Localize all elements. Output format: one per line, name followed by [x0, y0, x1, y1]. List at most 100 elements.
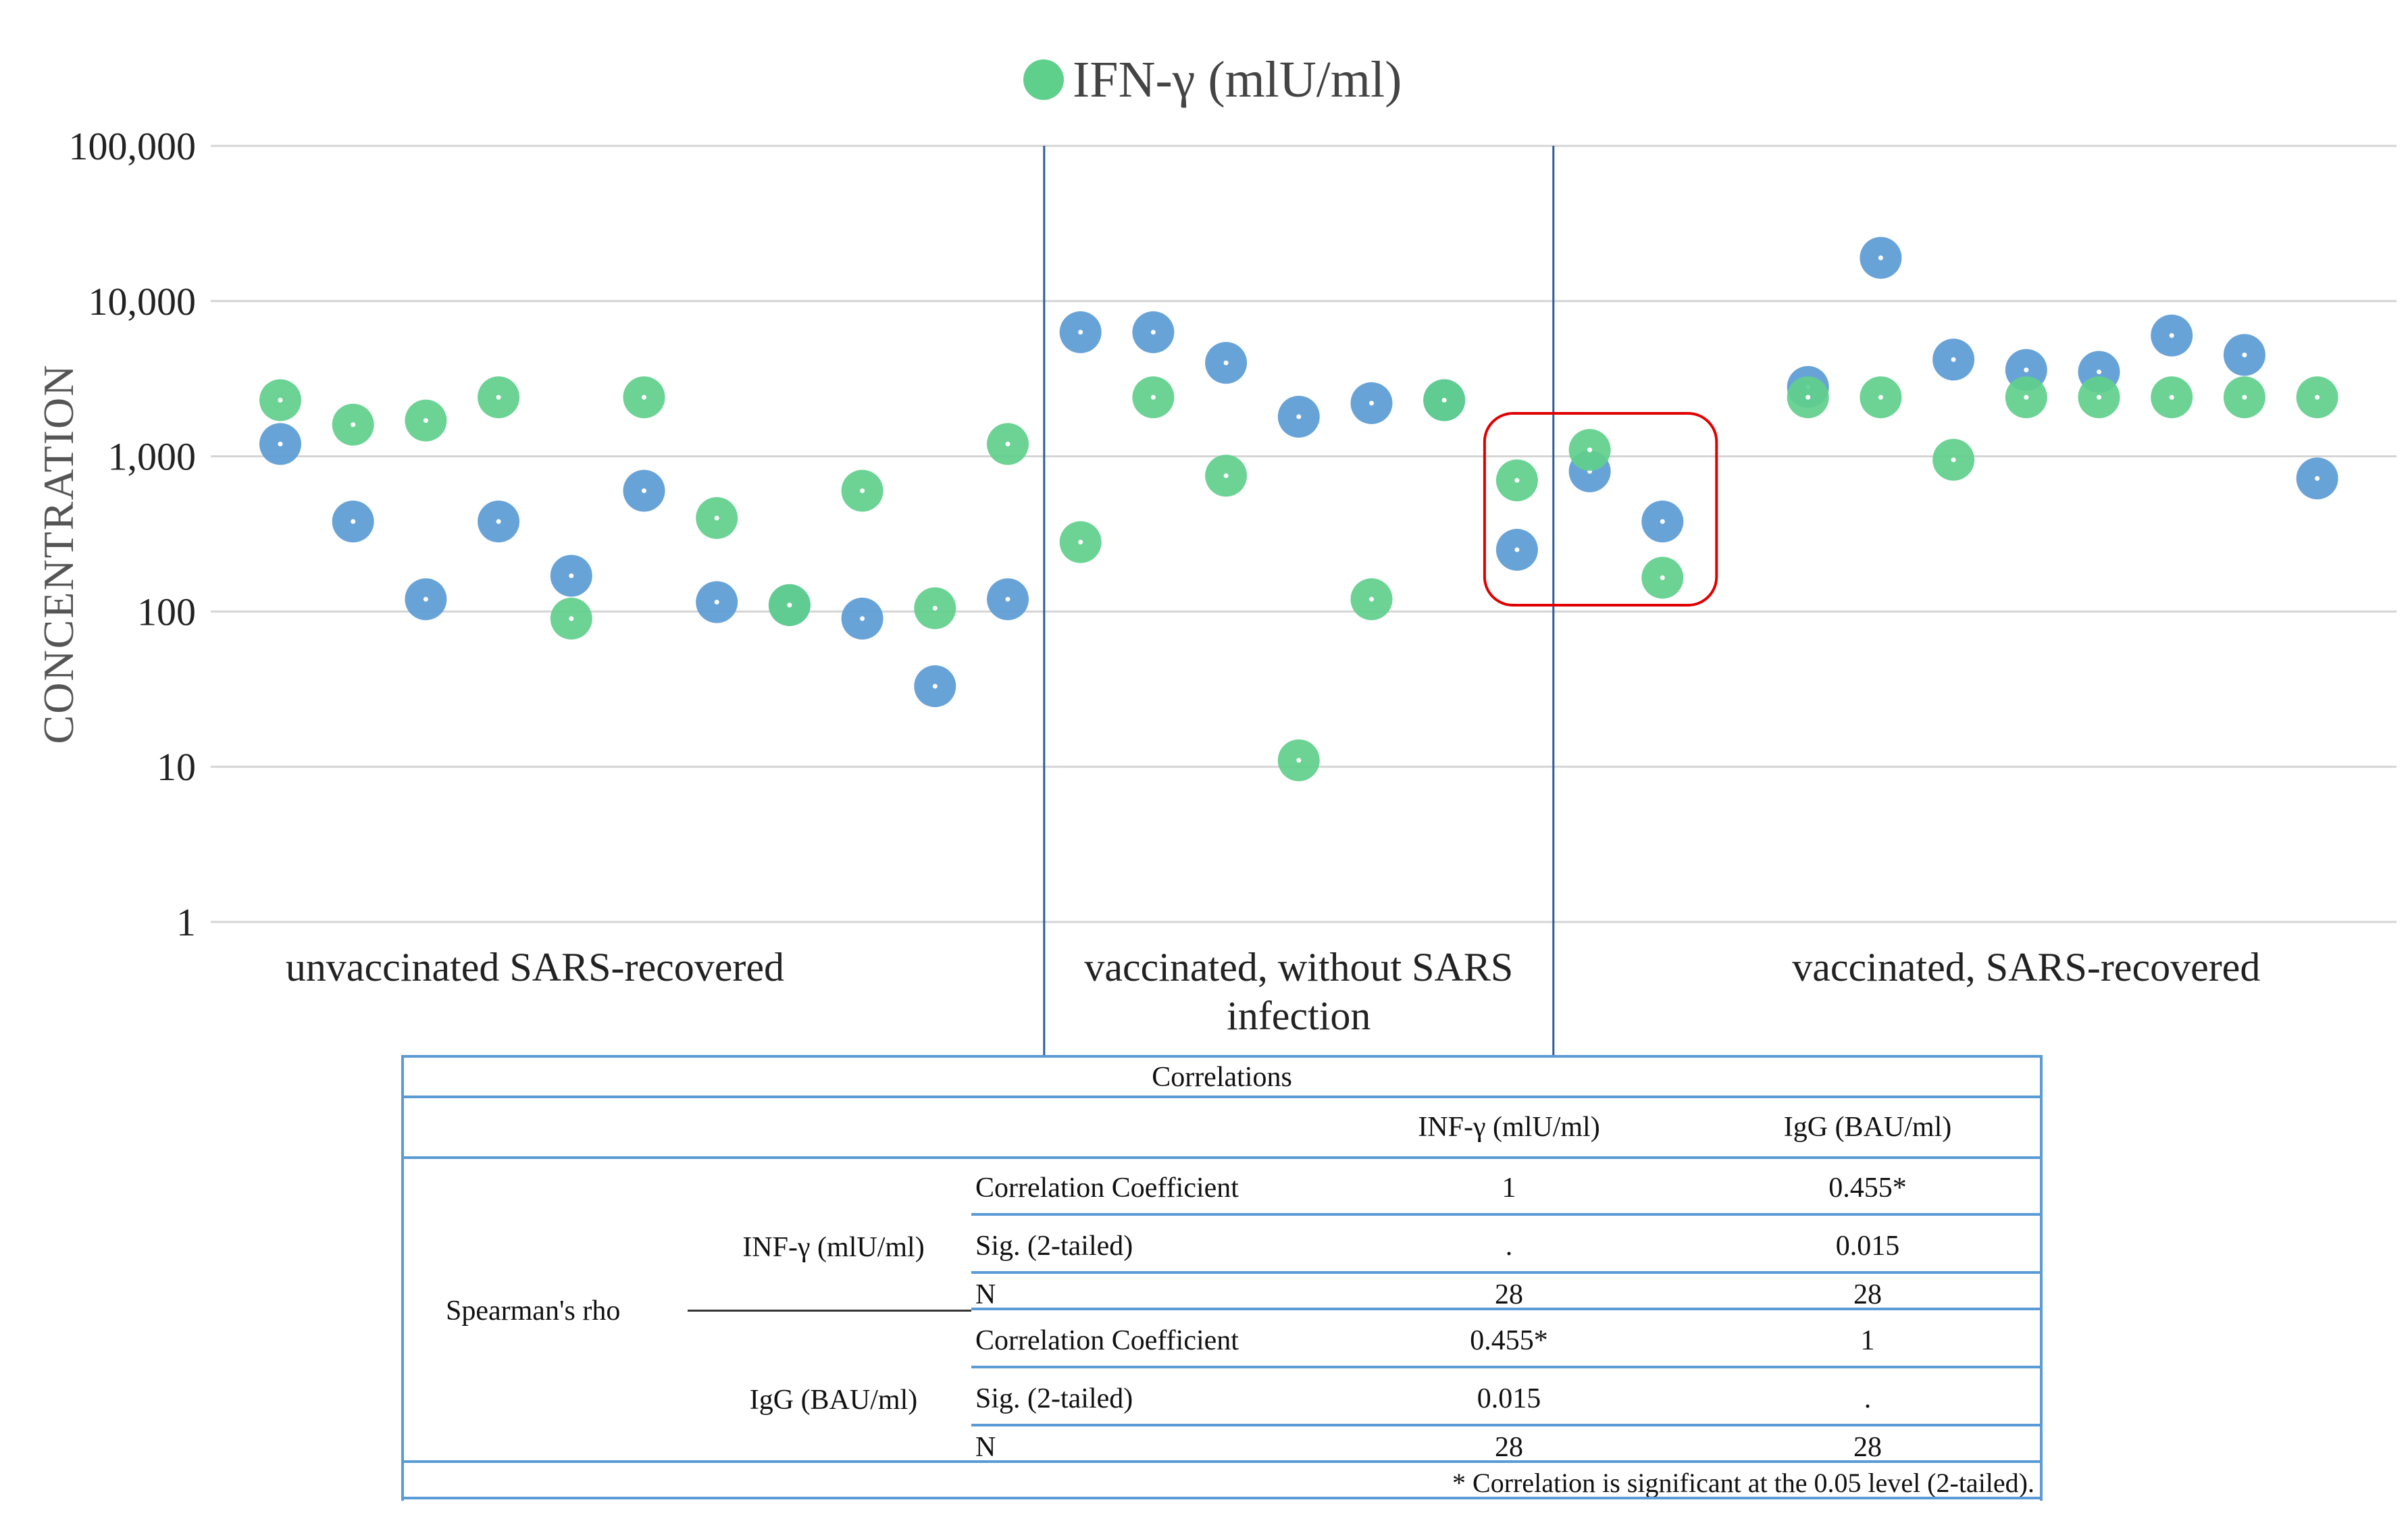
- data-point-green-center: [1805, 394, 1811, 400]
- highlight-box: [1483, 412, 1718, 607]
- data-point-blue-center: [569, 573, 574, 578]
- data-point-green-center: [1441, 397, 1447, 403]
- data-point-green-center: [1296, 758, 1302, 763]
- data-point-blue-center: [1660, 519, 1665, 524]
- data-point-green-center: [714, 515, 719, 521]
- table-cell: 0.015: [1835, 1231, 1900, 1262]
- data-point-blue-center: [2097, 369, 2101, 375]
- data-point-green-center: [1878, 394, 1883, 400]
- data-points: [259, 236, 2338, 781]
- legend-label: IFN-γ (mlU/ml): [1073, 51, 1402, 108]
- y-tick-label: 10,000: [88, 280, 197, 324]
- legend-marker: [1023, 59, 1064, 100]
- table-rule: [971, 1366, 2040, 1368]
- table-cell: 28: [1853, 1279, 1882, 1310]
- y-tick-label: 1,000: [108, 435, 197, 479]
- table-title: Correlations: [1152, 1062, 1292, 1093]
- data-point-blue-center: [1514, 547, 1520, 552]
- y-tick-label: 10: [157, 745, 196, 789]
- x-category-label: unvaccinated SARS-recovered: [286, 945, 784, 989]
- row-group-label: Spearman's rho: [446, 1295, 621, 1327]
- table-cell: 1: [1860, 1325, 1875, 1356]
- y-tick-label: 1: [176, 900, 196, 944]
- stat-label: Sig. (2-tailed): [975, 1231, 1133, 1262]
- table-rule: [971, 1424, 2040, 1426]
- gridlines: [211, 145, 2397, 923]
- data-point-green-center: [860, 488, 865, 494]
- table-cell: 28: [1853, 1432, 1882, 1463]
- data-point-green-center: [642, 394, 646, 400]
- data-point-blue-center: [1223, 360, 1229, 365]
- col-header-igg: IgG (BAU/ml): [1783, 1112, 1952, 1143]
- x-category-label: vaccinated, without SARS infection: [1084, 945, 1513, 1038]
- group-separators: [1043, 146, 1555, 1055]
- data-point-blue-center: [351, 519, 356, 524]
- data-point-green-center: [2169, 394, 2174, 400]
- data-point-green-center: [569, 616, 574, 621]
- data-point-blue-center: [860, 616, 865, 621]
- stat-label: Sig. (2-tailed): [975, 1383, 1133, 1414]
- data-point-blue-center: [1369, 401, 1374, 406]
- legend: IFN-γ (mlU/ml): [1023, 51, 1402, 108]
- stat-label: Correlation Coefficient: [975, 1325, 1239, 1356]
- data-point-blue-center: [2024, 367, 2029, 373]
- data-point-green-center: [1223, 473, 1229, 478]
- table-cell: .: [1864, 1383, 1872, 1414]
- data-point-blue-center: [1296, 414, 1302, 419]
- y-tick-label: 100: [137, 590, 196, 634]
- data-point-blue-center: [1878, 255, 1883, 261]
- stat-label: N: [975, 1279, 996, 1310]
- correlations-table: Correlations INF-γ (mlU/ml) IgG (BAU/ml)…: [401, 1055, 2043, 1501]
- data-point-blue-center: [423, 596, 428, 602]
- table-rule: [404, 1156, 2040, 1159]
- x-axis-categories: unvaccinated SARS-recovered vaccinated, w…: [286, 945, 2260, 1038]
- stat-label: Correlation Coefficient: [975, 1173, 1239, 1204]
- data-point-blue-center: [1150, 330, 1156, 335]
- data-point-blue-center: [932, 684, 938, 689]
- data-point-blue-center: [1078, 330, 1083, 335]
- data-point-green-center: [1951, 457, 1956, 463]
- data-point-blue-center: [2242, 352, 2247, 357]
- data-point-green-center: [2315, 394, 2320, 400]
- data-point-green-center: [423, 418, 428, 423]
- data-point-blue-center: [642, 488, 646, 494]
- scatter-chart: IFN-γ (mlU/ml) 1101001,00010,000100,000 …: [34, 51, 2397, 1055]
- data-point-green-center: [2242, 394, 2247, 400]
- table-rule: [404, 1096, 2040, 1098]
- table-rule: [404, 1055, 2040, 1058]
- table-rule: [404, 1460, 2040, 1463]
- table-cell: 1: [1502, 1173, 1516, 1204]
- data-point-green-center: [1587, 447, 1593, 453]
- table-cell: 0.455*: [1828, 1173, 1907, 1204]
- data-point-green-center: [2097, 394, 2101, 400]
- data-point-green-center: [932, 606, 938, 611]
- data-point-blue-center: [278, 441, 283, 446]
- data-point-blue-center: [1005, 596, 1010, 602]
- data-point-blue-center: [714, 599, 719, 604]
- data-point-blue-center: [1951, 357, 1956, 362]
- data-point-blue-center: [496, 519, 501, 524]
- col-header-ifn: INF-γ (mlU/ml): [1418, 1112, 1600, 1143]
- block-label: INF-γ (mlU/ml): [742, 1232, 925, 1263]
- data-point-green-center: [1660, 575, 1665, 580]
- data-point-green-center: [1150, 394, 1156, 400]
- table-rule: [971, 1271, 2040, 1274]
- data-point-green-center: [2024, 394, 2029, 400]
- table-rule: [404, 1497, 2040, 1499]
- table-rule: [971, 1213, 2040, 1216]
- block-label: IgG (BAU/ml): [749, 1385, 918, 1416]
- data-point-blue-center: [2169, 333, 2174, 338]
- x-category-label: vaccinated, SARS-recovered: [1792, 945, 2260, 989]
- table-cell: 28: [1495, 1279, 1523, 1310]
- table-rule: [971, 1308, 2040, 1310]
- table-cell: .: [1505, 1231, 1513, 1262]
- data-point-green-center: [1078, 540, 1083, 545]
- table-footnote: * Correlation is significant at the 0.05…: [1452, 1468, 2034, 1498]
- table-cell: 28: [1495, 1432, 1523, 1463]
- y-axis-label: CONCENTRATION: [34, 364, 82, 744]
- data-point-blue-center: [2315, 475, 2320, 481]
- data-point-green-center: [496, 394, 501, 400]
- data-point-green-center: [1514, 478, 1520, 483]
- y-axis-ticks: 1 10 100 1,000 10,000 100,000: [69, 124, 197, 944]
- block-divider: [688, 1310, 971, 1312]
